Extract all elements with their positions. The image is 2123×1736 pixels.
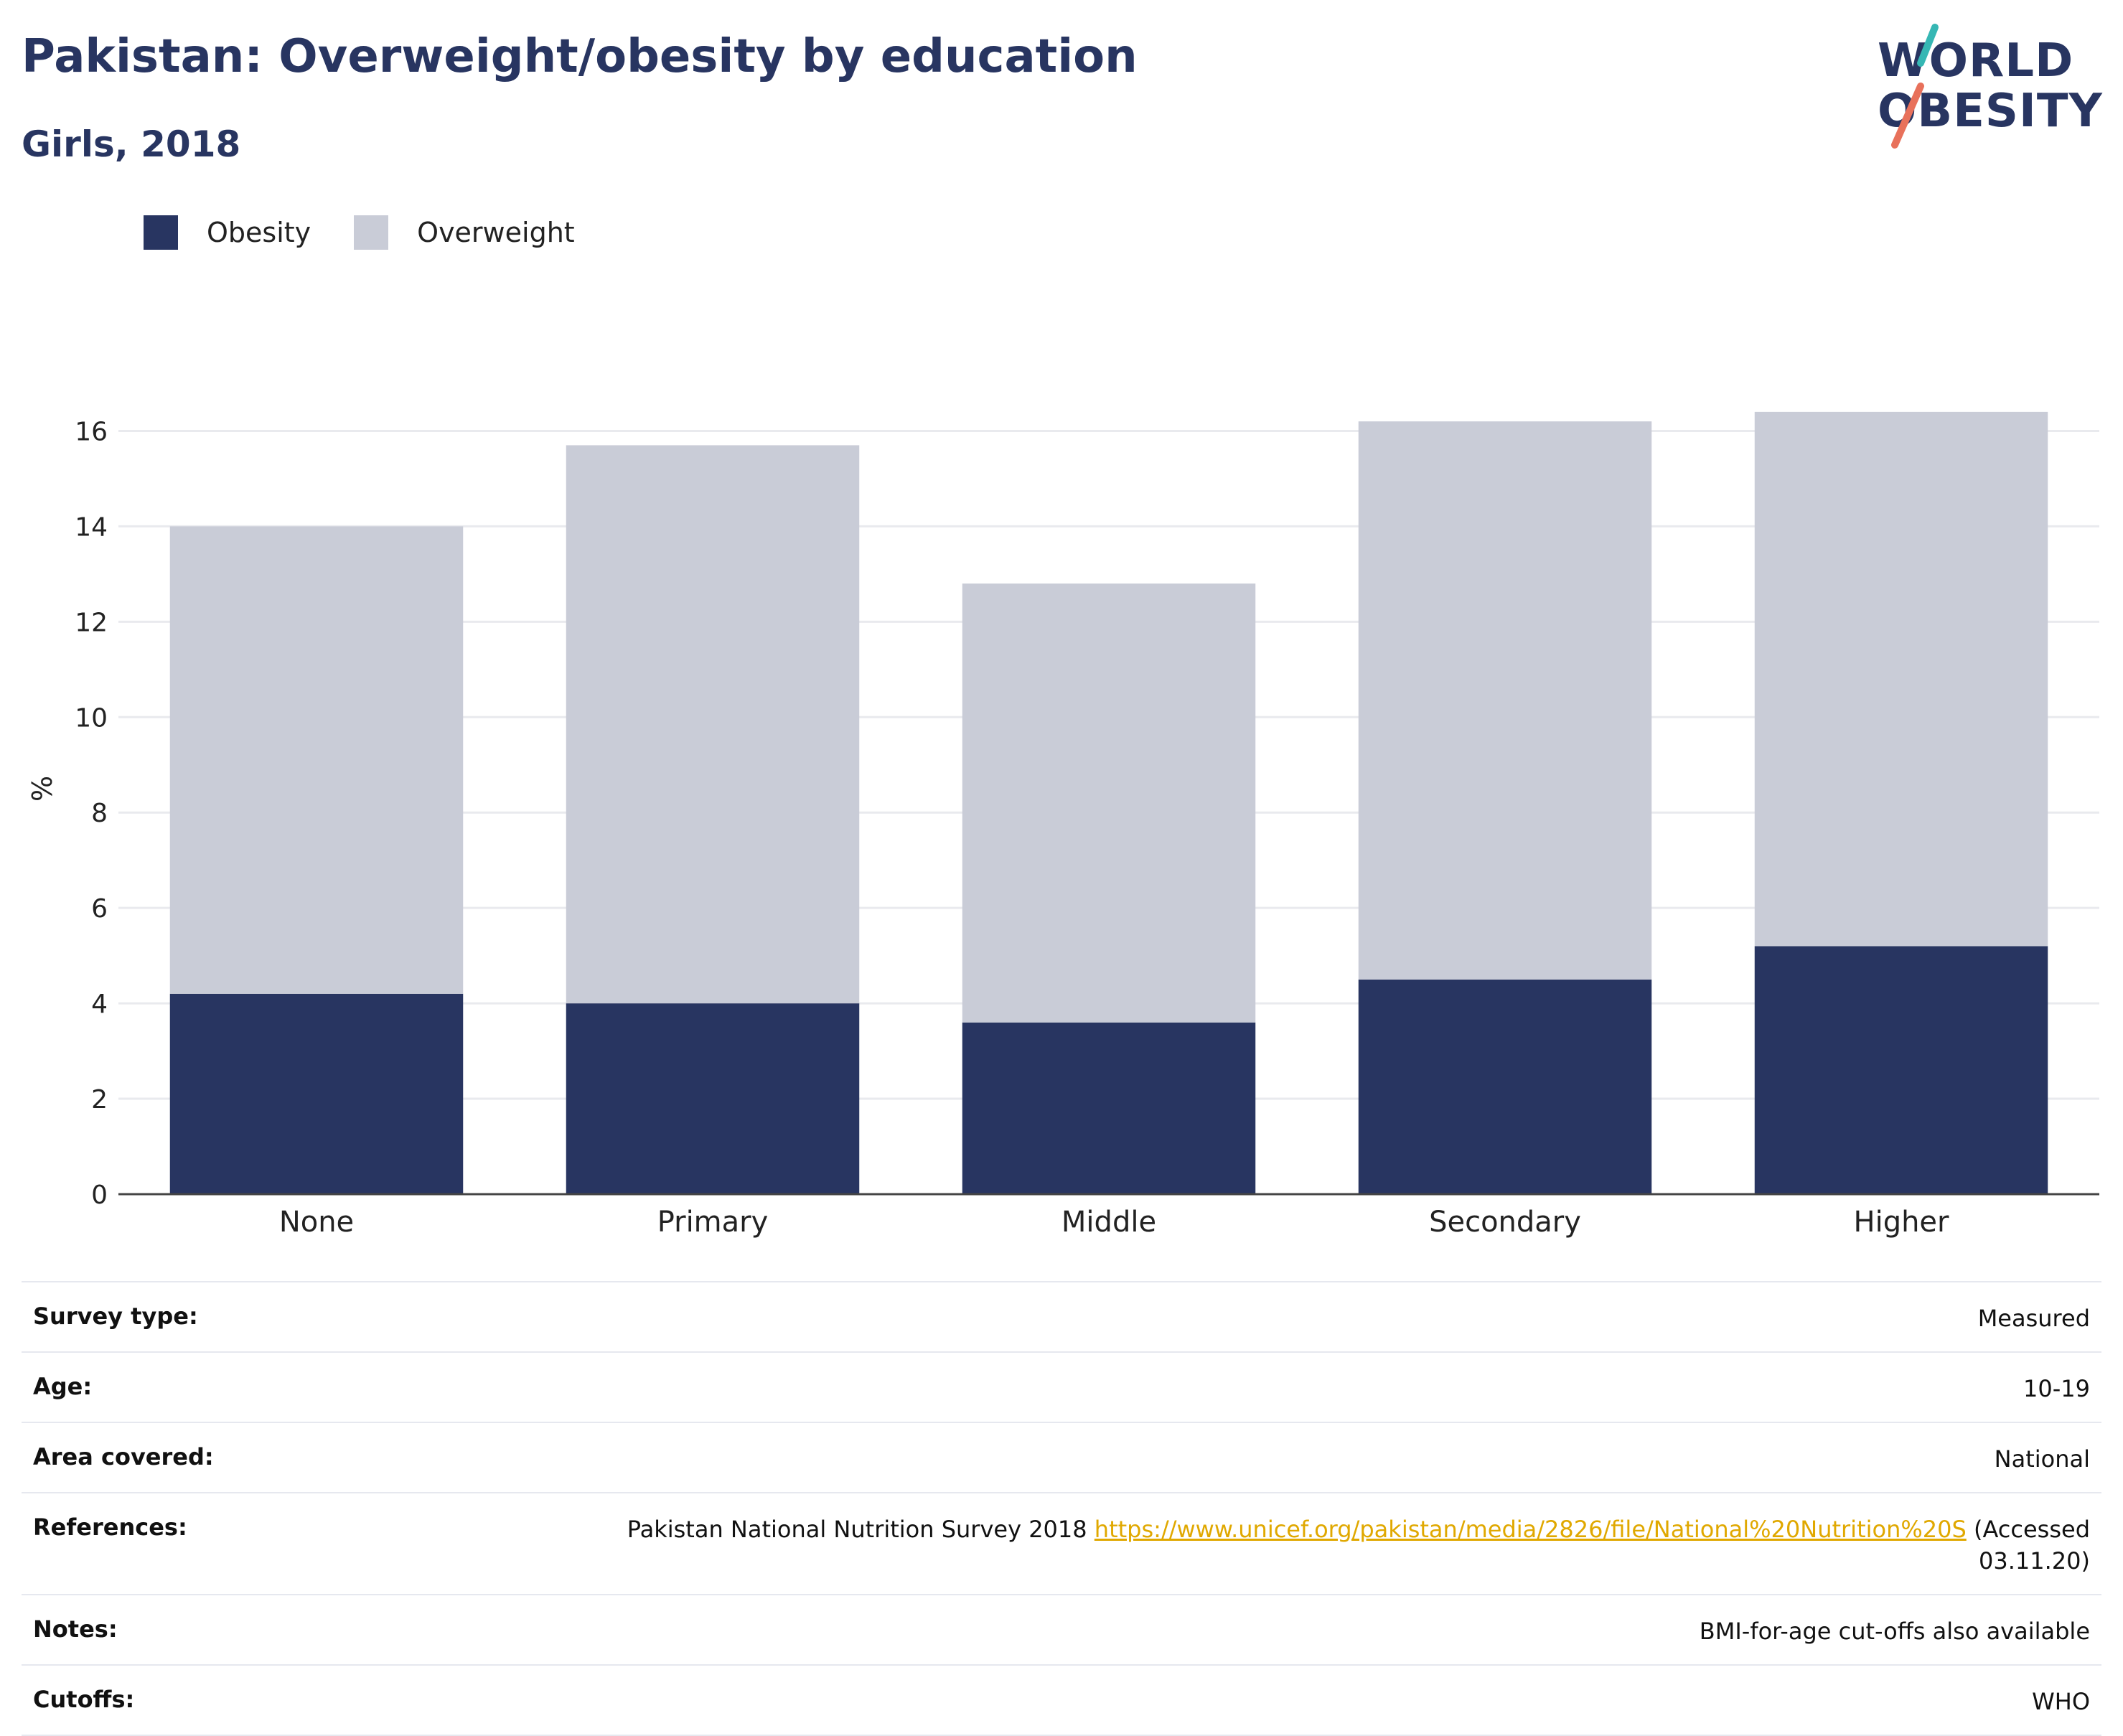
meta-row-age: Age: 10-19 (22, 1351, 2101, 1422)
chart-subtitle: Girls, 2018 (22, 123, 241, 165)
bar-overweight-primary (566, 445, 860, 1004)
logo-line-1: WORLD (1878, 34, 2074, 88)
y-tick-label: 12 (75, 608, 108, 637)
chart-legend: Obesity Overweight (144, 215, 618, 250)
meta-value: 10-19 (2023, 1375, 2090, 1402)
world-obesity-logo: WORLD OBESITY (1866, 22, 2110, 151)
legend-label-obesity: Obesity (207, 217, 311, 248)
bar-overweight-none (169, 526, 464, 994)
meta-label: References: (33, 1514, 187, 1541)
y-tick-label: 4 (91, 990, 108, 1019)
survey-metadata-table: Survey type: Measured Age: 10-19 Area co… (22, 1281, 2101, 1736)
y-tick-label: 14 (75, 512, 108, 542)
legend-item-overweight[interactable]: Overweight (354, 215, 575, 250)
chart-title: Pakistan: Overweight/obesity by educatio… (22, 30, 1138, 83)
legend-label-overweight: Overweight (417, 217, 575, 248)
stacked-bar-chart: 0 2 4 6 8 10 12 14 16% None Primary Middle Secondary… (27, 411, 2099, 1239)
y-tick-label: 16 (75, 417, 108, 446)
bar-obesity-none (169, 993, 464, 1194)
x-tick-label: Middle (1062, 1206, 1156, 1239)
y-axis-label: % (27, 776, 58, 802)
meta-value: WHO (2032, 1688, 2090, 1715)
meta-row-references: References: Pakistan National Nutrition … (22, 1492, 2101, 1594)
logo-slash-icon (1891, 24, 1939, 149)
meta-value: Measured (1977, 1305, 2090, 1332)
x-tick-label: Higher (1854, 1206, 1950, 1239)
y-tick-label: 0 (91, 1181, 108, 1210)
x-tick-label: Primary (657, 1206, 769, 1239)
meta-label: Notes: (33, 1615, 118, 1643)
bar-obesity-higher (1754, 946, 2048, 1194)
meta-label: Cutoffs: (33, 1686, 135, 1713)
x-tick-label: None (279, 1206, 354, 1239)
bar-overweight-higher (1754, 411, 2048, 947)
reference-accessed: (Accessed 03.11.20) (1966, 1516, 2090, 1575)
meta-label: Age: (33, 1373, 93, 1400)
meta-row-cutoffs: Cutoffs: WHO (22, 1664, 2101, 1736)
meta-row-area-covered: Area covered: National (22, 1422, 2101, 1492)
y-tick-label: 6 (91, 894, 108, 924)
reference-link[interactable]: https://www.unicef.org/pakistan/media/28… (1094, 1516, 1967, 1543)
legend-item-obesity[interactable]: Obesity (144, 215, 311, 250)
meta-row-survey-type: Survey type: Measured (22, 1281, 2101, 1351)
meta-label: Area covered: (33, 1443, 214, 1470)
bar-obesity-secondary (1358, 979, 1652, 1194)
meta-value: National (1994, 1445, 2090, 1473)
reference-text: Pakistan National Nutrition Survey 2018 (627, 1516, 1095, 1543)
y-tick-label: 10 (75, 703, 108, 733)
bar-overweight-secondary (1358, 421, 1652, 980)
meta-label: Survey type: (33, 1303, 198, 1330)
meta-value: BMI-for-age cut-offs also available (1699, 1618, 2090, 1645)
legend-swatch-overweight (354, 215, 389, 250)
bar-overweight-middle (962, 583, 1256, 1023)
y-tick-label: 2 (91, 1085, 108, 1115)
bar-obesity-middle (962, 1022, 1256, 1194)
bar-obesity-primary (566, 1003, 860, 1194)
x-tick-label: Secondary (1429, 1206, 1581, 1239)
legend-swatch-obesity (144, 215, 178, 250)
meta-row-notes: Notes: BMI-for-age cut-offs also availab… (22, 1594, 2101, 1664)
y-tick-label: 8 (91, 799, 108, 828)
meta-value: Pakistan National Nutrition Survey 2018 … (511, 1514, 2090, 1577)
